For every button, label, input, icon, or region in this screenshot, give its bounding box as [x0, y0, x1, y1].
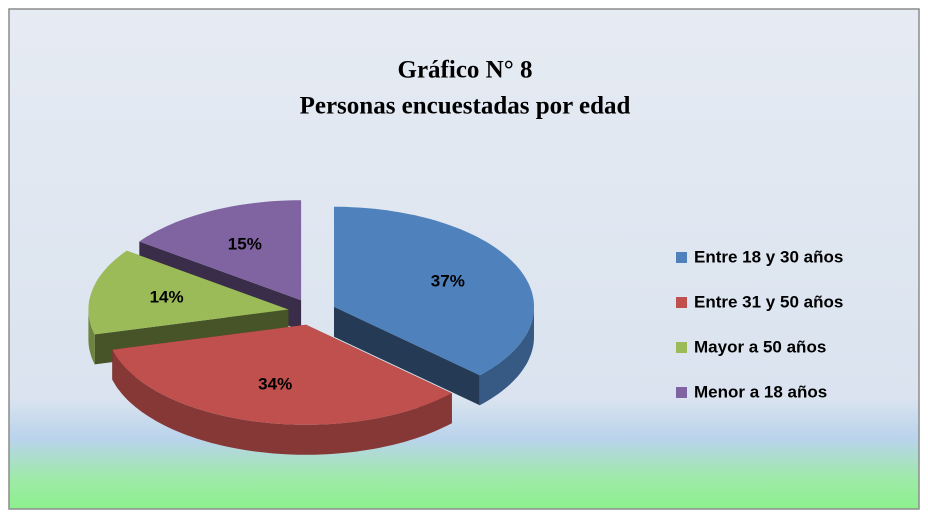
legend-label: Entre 18 y 30 años: [694, 247, 843, 266]
slice-rim: [479, 306, 534, 406]
legend-label: Menor a 18 años: [694, 382, 827, 401]
data-label: 15%: [228, 234, 262, 253]
chart-subtitle: Personas encuestadas por edad: [300, 93, 631, 120]
data-label: 37%: [431, 272, 465, 291]
legend: Entre 18 y 30 años Entre 31 y 50 años Mayo…: [676, 247, 843, 401]
legend-swatch: [676, 342, 687, 353]
legend-swatch: [676, 297, 687, 308]
slice-wall: [334, 306, 480, 406]
slice-rim: [88, 309, 95, 365]
data-label: 14%: [150, 287, 184, 306]
pie-slice: [112, 324, 452, 425]
pie-slice: [334, 206, 534, 376]
legend-label: Entre 31 y 50 años: [694, 292, 843, 311]
pie-slice: [88, 250, 289, 335]
chart-title: Gráfico N° 8: [398, 57, 533, 84]
legend-swatch: [676, 387, 687, 398]
data-label: 34%: [258, 374, 292, 393]
pie-slice: [139, 200, 302, 301]
legend-label: Mayor a 50 años: [694, 337, 826, 356]
legend-swatch: [676, 252, 687, 263]
pie-labels: 37% 34% 14% 15%: [150, 234, 465, 393]
pie-tops: [88, 200, 534, 425]
slice-rim: [112, 349, 452, 455]
